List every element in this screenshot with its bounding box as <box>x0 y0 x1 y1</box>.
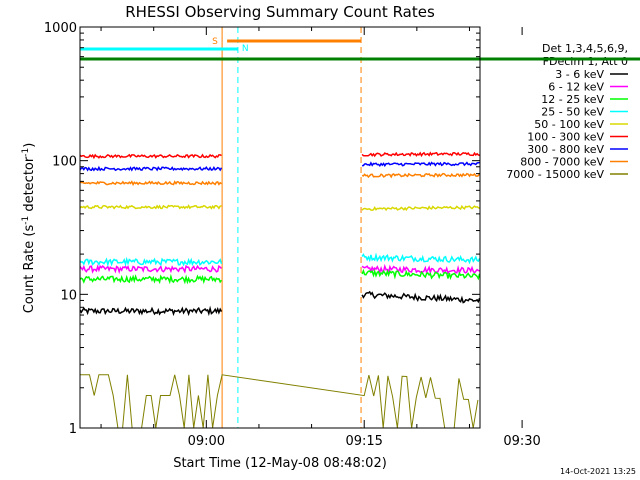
legend-header-line-1: Det 1,3,4,5,6,9, <box>542 42 628 55</box>
data-line <box>361 204 480 212</box>
series-50-100-kev <box>79 204 480 212</box>
y-tick-label: 1000 <box>44 21 77 36</box>
data-line <box>79 273 223 285</box>
data-line <box>79 264 223 275</box>
data-line <box>79 256 223 268</box>
timestamp: 14-Oct-2021 13:25 <box>560 467 636 476</box>
chart-title: RHESSI Observing Summary Count Rates <box>125 3 435 21</box>
series-6-12-kev <box>79 263 480 276</box>
data-line <box>361 151 480 158</box>
y-tick-label: 10 <box>60 288 77 303</box>
data-line <box>80 374 479 429</box>
data-line <box>79 180 222 187</box>
series-25-50-kev <box>79 252 481 268</box>
y-label-exp-1: -1 <box>21 216 31 225</box>
legend-entry-label: 6 - 12 keV <box>548 81 604 94</box>
y-label-part-2: detector <box>22 156 37 216</box>
legend-entry-label: 12 - 25 keV <box>541 93 604 106</box>
data-line <box>361 252 481 265</box>
data-line <box>361 172 481 179</box>
y-tick-label: 1 <box>69 422 77 437</box>
y-tick-label: 100 <box>52 155 77 170</box>
data-line <box>361 161 480 168</box>
series-300-800-kev <box>79 161 480 172</box>
legend-entry-label: 100 - 300 keV <box>527 131 604 144</box>
data-line <box>79 153 222 160</box>
legend-entry-label: 25 - 50 keV <box>541 106 604 119</box>
data-line <box>361 290 481 304</box>
saa-flag-label: S <box>212 37 218 47</box>
x-axis-label: Start Time (12-May-08 08:48:02) <box>173 456 387 471</box>
y-label-exp-2: -1 <box>21 148 31 157</box>
series-800-7000-kev <box>79 172 481 187</box>
night-flag-label: N <box>242 44 249 54</box>
series-7000-15000-kev <box>80 374 479 429</box>
legend-entry-label: 300 - 800 keV <box>527 143 604 156</box>
legend-entry-label: 800 - 7000 keV <box>520 156 604 169</box>
legend-entry-label: 7000 - 15000 keV <box>506 168 604 181</box>
data-line <box>79 305 223 317</box>
legend: Det 1,3,4,5,6,9, FDecim 1, Att 0 3 - 6 k… <box>506 42 628 181</box>
legend-entry-label: 3 - 6 keV <box>555 68 604 81</box>
data-line <box>361 268 481 281</box>
x-tick-label: 09:15 <box>345 434 382 449</box>
y-axis-label: Count Rate (s-1 detector-1) <box>21 143 37 314</box>
data-line <box>79 165 223 172</box>
legend-header-line-2: FDecim 1, Att 0 <box>543 55 628 68</box>
legend-entry-label: 50 - 100 keV <box>534 118 604 131</box>
x-tick-label: 09:00 <box>188 434 225 449</box>
data-line <box>79 204 222 210</box>
y-label-part-1: Count Rate (s <box>22 225 37 314</box>
series-3-6-kev <box>79 290 481 317</box>
x-tick-label: 09:30 <box>503 434 540 449</box>
series-12-25-kev <box>79 268 481 285</box>
series-100-300-kev <box>79 151 480 160</box>
y-label-part-3: ) <box>22 143 37 148</box>
plot-frame <box>79 26 481 429</box>
